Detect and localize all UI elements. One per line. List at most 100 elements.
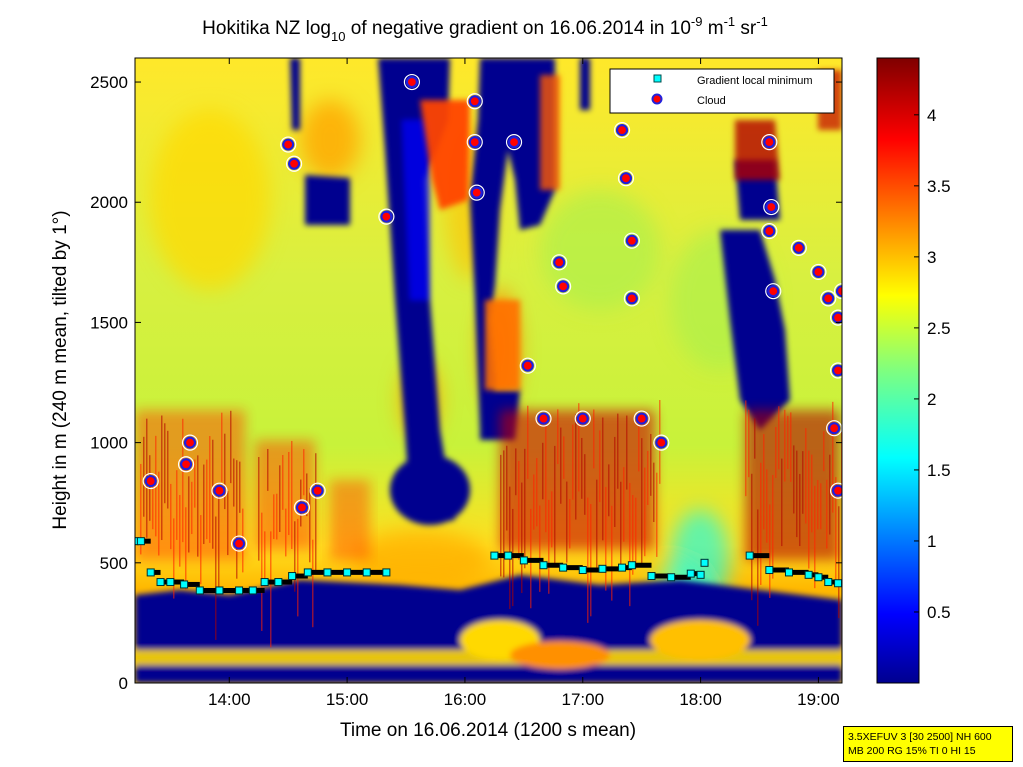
legend-label-cloud: Cloud bbox=[697, 95, 726, 107]
heatmap-streak bbox=[140, 463, 142, 555]
heatmap-streak bbox=[170, 483, 172, 550]
heatmap-streak bbox=[775, 426, 777, 478]
cloud-point bbox=[619, 172, 633, 185]
heatmap-streak bbox=[261, 512, 263, 631]
heatmap-streak bbox=[527, 405, 529, 479]
heatmap-streak bbox=[784, 409, 786, 482]
heatmap-streak bbox=[179, 495, 181, 567]
cloud-point bbox=[470, 186, 483, 199]
cloud-point bbox=[763, 136, 776, 149]
heatmap-streak bbox=[599, 430, 601, 503]
cloud-point-halo bbox=[790, 239, 807, 257]
minimum-point bbox=[598, 564, 607, 573]
minimum-point bbox=[195, 586, 204, 595]
heatmap-streak bbox=[823, 431, 825, 472]
cloud-point-halo bbox=[293, 499, 311, 516]
cloud-point-halo bbox=[466, 93, 483, 110]
heatmap-streak bbox=[273, 494, 275, 540]
heatmap-streak bbox=[572, 424, 574, 500]
minimum-point bbox=[156, 578, 165, 587]
minimum-point bbox=[303, 568, 312, 577]
info-box: 3.5XEFUV 3 [30 2500] NH 600 MB 200 RG 15… bbox=[843, 726, 1013, 762]
cloud-point bbox=[507, 136, 521, 149]
title-unit1: m bbox=[702, 18, 723, 39]
heatmap-streak bbox=[826, 479, 828, 549]
x-tick-label: 18:00 bbox=[679, 690, 722, 709]
heatmap-streak bbox=[820, 483, 822, 530]
cloud-point bbox=[635, 412, 648, 425]
minimum-point bbox=[323, 568, 332, 577]
heatmap-streak bbox=[650, 433, 652, 496]
heatmap-streak bbox=[611, 505, 613, 601]
heatmap-streak bbox=[221, 412, 223, 482]
heatmap-streak bbox=[608, 464, 610, 517]
heatmap-streak bbox=[291, 440, 293, 549]
heatmap-streak bbox=[814, 485, 816, 589]
x-tick-label: 15:00 bbox=[326, 690, 369, 709]
cloud-point-halo bbox=[617, 170, 635, 187]
info-line-2: MB 200 RG 15% TI 0 HI 15 bbox=[848, 745, 976, 757]
cloud-point-halo bbox=[613, 122, 631, 139]
y-tick-label: 500 bbox=[100, 554, 128, 573]
cloud-point bbox=[792, 241, 805, 255]
heatmap-streak bbox=[596, 479, 598, 573]
y-tick-label: 2000 bbox=[90, 193, 128, 212]
cloud-point bbox=[625, 234, 638, 247]
minimum-point bbox=[686, 569, 695, 578]
x-tick-label: 19:00 bbox=[797, 690, 840, 709]
heatmap-streak bbox=[521, 482, 523, 593]
minimum-point bbox=[343, 568, 352, 577]
minimum-point bbox=[288, 572, 297, 581]
legend-label-minimum: Gradient local minimum bbox=[697, 75, 813, 87]
minimum-point bbox=[700, 558, 709, 567]
heatmap-streak bbox=[626, 415, 628, 490]
heatmap-streak bbox=[566, 481, 568, 563]
heatmap-streak bbox=[802, 451, 804, 514]
heatmap-streak bbox=[303, 449, 305, 496]
heatmap-streak bbox=[653, 462, 655, 523]
minimum-point bbox=[539, 561, 548, 570]
title-middle: of negative gradient on 16.06.2014 in 10 bbox=[345, 18, 690, 39]
heatmap-streak bbox=[593, 409, 595, 469]
heatmap-streak bbox=[578, 403, 580, 492]
heatmap-streak bbox=[258, 456, 260, 561]
cloud-point bbox=[287, 157, 301, 170]
cloud-point bbox=[831, 364, 842, 377]
minimum-point bbox=[834, 579, 842, 588]
cloud-point bbox=[282, 138, 295, 151]
colorbar-ticks: 0.5 1 1.5 2 2.5 3 3.5 4 bbox=[914, 106, 951, 622]
heatmap-streak bbox=[191, 481, 193, 535]
heatmap-streak bbox=[799, 473, 801, 547]
heatmap-streak bbox=[638, 426, 640, 472]
heatmap-streak bbox=[215, 516, 217, 640]
heatmap-streak bbox=[644, 467, 646, 557]
heatmap-streak bbox=[182, 418, 184, 543]
heatmap-streak bbox=[194, 459, 196, 508]
heatmap-streak bbox=[518, 461, 520, 560]
colorbar-tick-label: 0.5 bbox=[927, 603, 951, 622]
heatmap-streak bbox=[808, 450, 810, 569]
heatmap-streak bbox=[176, 470, 178, 540]
heatmap-streak bbox=[236, 460, 238, 579]
heatmap-streak bbox=[835, 477, 837, 587]
y-tick-label: 0 bbox=[119, 674, 128, 693]
minimum-point bbox=[519, 556, 528, 565]
heatmap-streak bbox=[506, 445, 508, 531]
cloud-point-halo bbox=[181, 434, 199, 451]
cloud-point bbox=[468, 95, 481, 108]
heatmap-streak bbox=[185, 507, 187, 590]
heatmap-streak bbox=[560, 427, 562, 504]
heatmap-streak bbox=[533, 474, 535, 530]
heatmap-streak bbox=[315, 453, 317, 575]
heatmap-streak bbox=[641, 438, 643, 567]
gradient-minimum-series bbox=[135, 537, 842, 595]
cloud-point bbox=[767, 285, 780, 298]
colorbar: 0.5 1 1.5 2 2.5 3 3.5 4 bbox=[876, 57, 951, 684]
heatmap-streak bbox=[167, 430, 169, 509]
cloud-point-halo bbox=[555, 278, 572, 295]
cloud-point-halo bbox=[535, 410, 552, 427]
heatmap-streak bbox=[233, 458, 235, 507]
heatmap-streak bbox=[832, 401, 834, 513]
cloud-point-halo bbox=[285, 155, 303, 172]
minimum-point bbox=[814, 573, 823, 582]
